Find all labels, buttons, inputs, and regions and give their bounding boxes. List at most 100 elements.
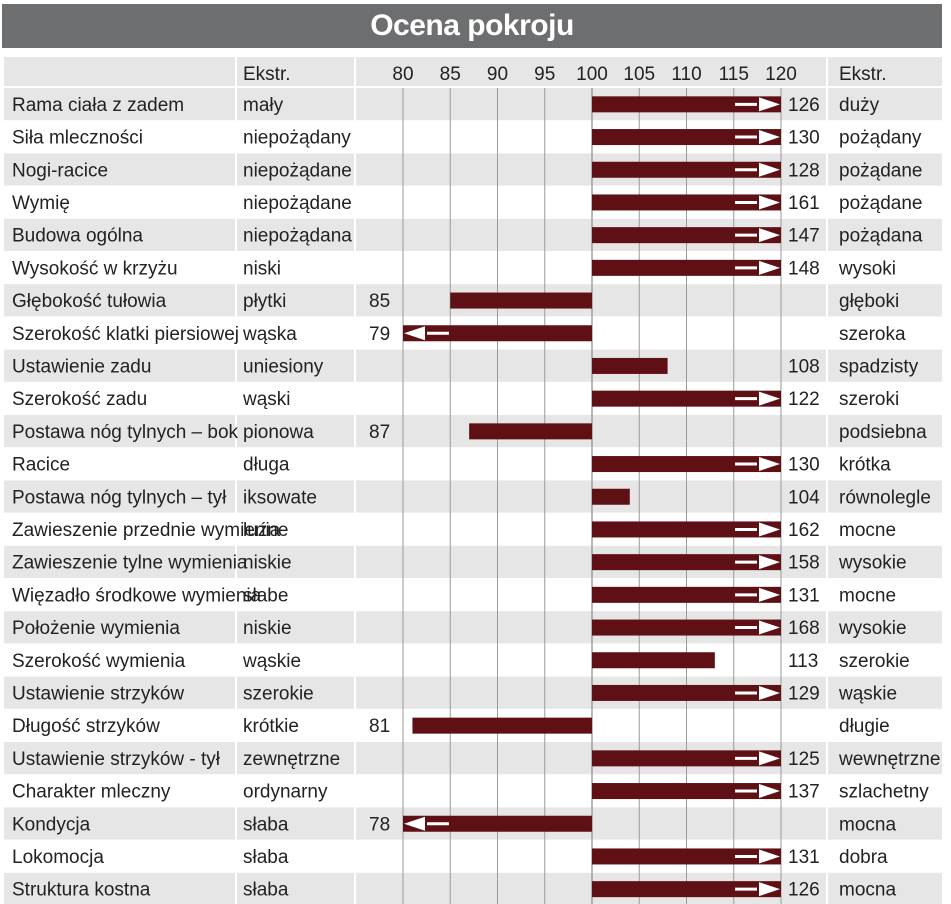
- row-shade: [828, 676, 942, 709]
- extreme-left-label: krótkie: [243, 716, 299, 737]
- value-label: 162: [788, 520, 820, 541]
- overflow-arrow: [759, 522, 780, 537]
- row-shade: [237, 284, 354, 317]
- trait-label: Szerokość klatki piersiowej: [12, 324, 239, 345]
- extreme-left-label: wąska: [242, 324, 297, 345]
- extreme-left-label: niski: [243, 258, 281, 279]
- row-shade: [4, 349, 235, 382]
- extreme-left-label: długa: [243, 455, 290, 476]
- trait-label: Postawa nóg tylnych – bok: [12, 422, 239, 443]
- row-shade: [356, 349, 826, 382]
- value-label: 128: [788, 160, 820, 181]
- extreme-right-label: pożądane: [839, 160, 922, 181]
- extreme-left-label: wąski: [242, 389, 291, 410]
- extreme-right-label: mocne: [839, 585, 896, 606]
- trait-label: Siła mleczności: [12, 128, 143, 149]
- trait-label: Racice: [12, 455, 70, 476]
- bar: [592, 848, 781, 865]
- overflow-arrow: [404, 816, 425, 831]
- overflow-arrow: [759, 882, 780, 897]
- x-tick-label: 80: [392, 64, 413, 85]
- extreme-right-label: wysokie: [838, 553, 907, 574]
- row-shade: [828, 349, 942, 382]
- trait-label: Zawieszenie przednie wymienia: [12, 520, 281, 541]
- x-tick-label: 115: [719, 64, 749, 85]
- extreme-left-label: luźne: [243, 520, 288, 541]
- bar: [403, 325, 592, 342]
- bar: [592, 619, 781, 636]
- bar: [592, 259, 781, 276]
- extreme-right-label: długie: [839, 716, 890, 737]
- bar: [592, 783, 781, 800]
- bar: [592, 129, 781, 146]
- extreme-right-label: równolegle: [839, 487, 931, 508]
- bar: [592, 554, 781, 571]
- header-cell: [356, 57, 826, 86]
- value-label: 148: [788, 258, 820, 279]
- extreme-left-label: niepożądana: [243, 226, 352, 247]
- row-shade: [4, 218, 235, 251]
- trait-label: Postawa nóg tylnych – tył: [12, 487, 227, 508]
- bar: [592, 521, 781, 538]
- row-shade: [828, 218, 942, 251]
- value-label: 85: [369, 291, 390, 312]
- extreme-left-label: niepożądane: [243, 193, 352, 214]
- bar: [592, 390, 781, 407]
- trait-label: Ustawienie strzyków - tył: [12, 749, 221, 770]
- extreme-right-label: krótka: [839, 455, 891, 476]
- labels: Ekstr. Ekstr. 80 85 90 95 100 105 110 115 120 Ram…: [12, 64, 940, 901]
- x-tick-label: 95: [534, 64, 555, 85]
- trait-label: Szerokość zadu: [12, 389, 147, 410]
- value-label: 130: [788, 455, 820, 476]
- value-label: 79: [369, 324, 390, 345]
- extreme-left-label: płytki: [243, 291, 286, 312]
- trait-label: Więzadło środkowe wymienia: [12, 585, 262, 606]
- value-label: 168: [788, 618, 820, 639]
- row-shade: [4, 284, 235, 317]
- bar: [592, 750, 781, 767]
- row-shade: [237, 88, 354, 121]
- extreme-right-label: głęboki: [839, 291, 899, 312]
- trait-label: Budowa ogólna: [12, 226, 143, 247]
- header-cell: [4, 57, 235, 86]
- trait-label: Długość strzyków: [12, 716, 160, 737]
- x-tick-label: 110: [671, 64, 701, 85]
- extreme-right-label: mocna: [839, 814, 896, 835]
- row-shade: [4, 480, 235, 513]
- row-shade: [237, 611, 354, 644]
- value-label: 137: [788, 782, 820, 803]
- value-label: 113: [788, 651, 818, 672]
- trait-label: Struktura kostna: [12, 880, 151, 901]
- overflow-arrow: [759, 685, 780, 700]
- x-tick-label: 90: [487, 64, 508, 85]
- x-tick-label: 100: [576, 64, 608, 85]
- row-shade: [237, 218, 354, 251]
- extreme-left-label: niskie: [243, 618, 292, 639]
- extreme-left-label: ordynarny: [243, 782, 328, 803]
- extreme-right-label: wąskie: [838, 683, 897, 704]
- value-label: 131: [788, 585, 820, 606]
- bar: [403, 815, 592, 832]
- row-shade: [828, 153, 942, 186]
- row-backgrounds: [4, 57, 942, 904]
- overflow-arrow: [759, 162, 780, 177]
- row-shade: [4, 807, 235, 840]
- overflow-arrow: [759, 130, 780, 145]
- extreme-left-label: niepożądane: [243, 160, 352, 181]
- value-label: 131: [788, 847, 820, 868]
- row-shade: [4, 153, 235, 186]
- row-shade: [237, 545, 354, 578]
- value-label: 130: [788, 128, 820, 149]
- overflow-arrow: [759, 620, 780, 635]
- trait-label: Charakter mleczny: [12, 782, 171, 803]
- extreme-left-label: pionowa: [243, 422, 314, 443]
- trait-label: Ustawienie strzyków: [12, 683, 184, 704]
- extreme-right-label: szeroki: [839, 389, 899, 410]
- value-label: 78: [369, 814, 390, 835]
- row-shade: [828, 545, 942, 578]
- row-shade: [828, 88, 942, 121]
- bar: [592, 881, 781, 898]
- value-label: 158: [788, 553, 820, 574]
- value-label: 126: [788, 880, 820, 901]
